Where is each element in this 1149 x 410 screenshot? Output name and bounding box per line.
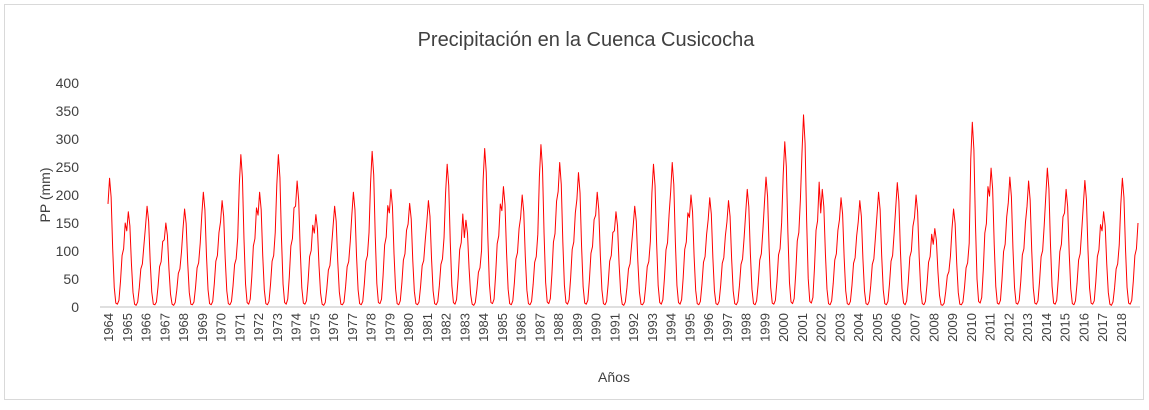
x-tick-label: 1969 <box>195 313 210 342</box>
y-tick-label: 200 <box>56 187 80 203</box>
x-tick-label: 1990 <box>589 313 604 342</box>
x-tick-label: 2015 <box>1058 313 1073 342</box>
y-tick-label: 0 <box>71 299 79 315</box>
y-tick-label: 350 <box>56 103 80 119</box>
x-tick-label: 1994 <box>664 313 679 342</box>
chart-frame <box>4 4 1144 400</box>
x-tick-label: 2004 <box>851 313 866 342</box>
x-tick-label: 1972 <box>251 313 266 342</box>
y-tick-label: 400 <box>56 75 80 91</box>
x-tick-label: 1999 <box>757 313 772 342</box>
x-tick-label: 1987 <box>532 313 547 342</box>
x-tick-label: 1981 <box>420 313 435 342</box>
x-tick-label: 1995 <box>682 313 697 342</box>
y-tick-label: 150 <box>56 215 80 231</box>
y-tick-label: 250 <box>56 159 80 175</box>
x-tick-label: 1979 <box>382 313 397 342</box>
x-tick-label: 2011 <box>983 313 998 341</box>
x-tick-label: 2009 <box>945 313 960 342</box>
y-tick-label: 300 <box>56 131 80 147</box>
x-tick-label: 2006 <box>889 313 904 342</box>
x-tick-label: 1973 <box>270 313 285 342</box>
x-tick-label: 1965 <box>120 313 135 342</box>
x-tick-label: 1984 <box>476 313 491 342</box>
x-axis-label: Años <box>598 369 630 385</box>
x-tick-label: 1998 <box>739 313 754 342</box>
x-tick-label: 1993 <box>645 313 660 342</box>
x-tick-label: 1970 <box>214 313 229 342</box>
y-tick-label: 50 <box>63 271 79 287</box>
x-tick-label: 2002 <box>814 313 829 342</box>
x-tick-label: 1991 <box>607 313 622 342</box>
x-tick-label: 1974 <box>289 313 304 342</box>
x-tick-label: 1968 <box>176 313 191 342</box>
x-tick-label: 1992 <box>626 313 641 342</box>
x-tick-label: 2014 <box>1039 313 1054 342</box>
x-tick-label: 1985 <box>495 313 510 342</box>
x-tick-label: 1966 <box>139 313 154 342</box>
x-tick-label: 2001 <box>795 313 810 342</box>
x-tick-label: 2012 <box>1001 313 1016 342</box>
x-tick-label: 1986 <box>514 313 529 342</box>
x-tick-label: 1971 <box>232 313 247 342</box>
y-axis-label: PP (mm) <box>37 168 53 223</box>
x-tick-label: 2007 <box>907 313 922 342</box>
x-tick-label: 1988 <box>551 313 566 342</box>
x-tick-label: 1989 <box>570 313 585 342</box>
line-series <box>107 114 1139 306</box>
x-tick-label: 2016 <box>1076 313 1091 342</box>
x-tick-label: 1983 <box>457 313 472 342</box>
x-tick-label: 1977 <box>345 313 360 342</box>
x-tick-label: 1976 <box>326 313 341 342</box>
x-tick-label: 1967 <box>157 313 172 342</box>
x-tick-label: 2018 <box>1114 313 1129 342</box>
x-tick-label: 1975 <box>307 313 322 342</box>
x-tick-label: 2003 <box>832 313 847 342</box>
y-tick-label: 100 <box>56 243 80 259</box>
x-tick-label: 1997 <box>720 313 735 342</box>
x-tick-label: 2005 <box>870 313 885 342</box>
x-tick-label: 1978 <box>364 313 379 342</box>
chart-title: Precipitación en la Cuenca Cusicocha <box>418 29 756 51</box>
x-tick-label: 1996 <box>701 313 716 342</box>
x-tick-label: 2010 <box>964 313 979 342</box>
x-tick-label: 2013 <box>1020 313 1035 342</box>
x-tick-label: 1980 <box>401 313 416 342</box>
x-tick-label: 1982 <box>439 313 454 342</box>
x-tick-label: 1964 <box>101 313 116 342</box>
x-tick-label: 2000 <box>776 313 791 342</box>
x-tick-label: 2017 <box>1095 313 1110 342</box>
x-tick-label: 2008 <box>926 313 941 342</box>
